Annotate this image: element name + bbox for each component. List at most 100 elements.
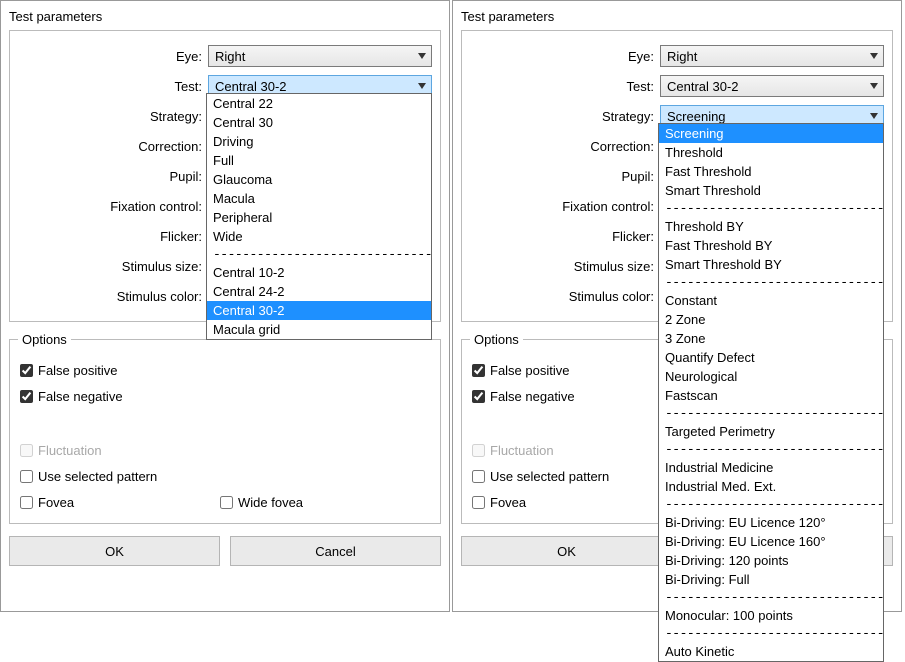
fluctuation-label: Fluctuation xyxy=(38,443,102,458)
eye-value: Right xyxy=(215,49,245,64)
wide-fovea-checkbox[interactable] xyxy=(220,496,233,509)
left-panel: Test parameters Eye: Right Test: Central… xyxy=(0,0,450,612)
dropdown-separator: ----------------------------------------… xyxy=(659,274,883,291)
false-positive-checkbox[interactable] xyxy=(472,364,485,377)
cancel-button[interactable]: Cancel xyxy=(230,536,441,566)
dropdown-option[interactable]: Macula grid xyxy=(207,320,431,339)
dropdown-option[interactable]: Auto Kinetic xyxy=(659,642,883,661)
test-label: Test: xyxy=(18,79,208,94)
eye-value: Right xyxy=(667,49,697,64)
correction-label: Correction: xyxy=(18,139,208,154)
fovea-checkbox[interactable] xyxy=(472,496,485,509)
stimsize-label: Stimulus size: xyxy=(18,259,208,274)
fovea-label: Fovea xyxy=(38,495,74,510)
fixation-label: Fixation control: xyxy=(470,199,660,214)
dropdown-option[interactable]: Industrial Medicine xyxy=(659,458,883,477)
flicker-label: Flicker: xyxy=(18,229,208,244)
dropdown-option[interactable]: Central 22 xyxy=(207,94,431,113)
false-positive-row[interactable]: False positive xyxy=(18,357,432,383)
false-negative-row[interactable]: False negative xyxy=(18,383,432,409)
dropdown-option[interactable]: Central 30 xyxy=(207,113,431,132)
test-value: Central 30-2 xyxy=(667,79,739,94)
false-negative-checkbox[interactable] xyxy=(20,390,33,403)
dropdown-option[interactable]: Full xyxy=(207,151,431,170)
dropdown-separator: ----------------------------------------… xyxy=(207,246,431,263)
false-negative-label: False negative xyxy=(490,389,575,404)
dropdown-option[interactable]: Peripheral xyxy=(207,208,431,227)
fluctuation-label: Fluctuation xyxy=(490,443,554,458)
dropdown-option[interactable]: Smart Threshold xyxy=(659,181,883,200)
dropdown-option[interactable]: Bi-Driving: EU Licence 120° xyxy=(659,513,883,532)
dropdown-option[interactable]: Threshold xyxy=(659,143,883,162)
panel-title: Test parameters xyxy=(9,7,441,26)
false-positive-label: False positive xyxy=(490,363,569,378)
dropdown-option[interactable]: Targeted Perimetry xyxy=(659,422,883,441)
false-negative-checkbox[interactable] xyxy=(472,390,485,403)
dropdown-option[interactable]: Industrial Med. Ext. xyxy=(659,477,883,496)
use-pattern-checkbox[interactable] xyxy=(20,470,33,483)
test-combo[interactable]: Central 30-2 xyxy=(660,75,884,97)
wide-fovea-row[interactable]: Wide fovea xyxy=(218,489,418,515)
panel-title: Test parameters xyxy=(461,7,893,26)
dropdown-option[interactable]: Driving xyxy=(207,132,431,151)
fluctuation-row: Fluctuation xyxy=(18,437,432,463)
ok-button[interactable]: OK xyxy=(9,536,220,566)
dropdown-option[interactable]: Bi-Driving: EU Licence 160° xyxy=(659,532,883,551)
dropdown-option[interactable]: 3 Zone xyxy=(659,329,883,348)
dropdown-option[interactable]: Fast Threshold xyxy=(659,162,883,181)
false-negative-label: False negative xyxy=(38,389,123,404)
dropdown-option[interactable]: 2 Zone xyxy=(659,310,883,329)
flicker-label: Flicker: xyxy=(470,229,660,244)
dropdown-option[interactable]: Quantify Defect xyxy=(659,348,883,367)
dropdown-separator: ----------------------------------------… xyxy=(659,496,883,513)
dropdown-option[interactable]: Fast Threshold BY xyxy=(659,236,883,255)
eye-combo[interactable]: Right xyxy=(208,45,432,67)
dropdown-option[interactable]: Central 30-2 xyxy=(207,301,431,320)
chevron-down-icon xyxy=(413,46,431,66)
dropdown-option[interactable]: Bi-Driving: 120 points xyxy=(659,551,883,570)
dropdown-option[interactable]: Threshold BY xyxy=(659,217,883,236)
options-legend: Options xyxy=(18,332,71,347)
stimcolor-label: Stimulus color: xyxy=(470,289,660,304)
dropdown-option[interactable]: Neurological xyxy=(659,367,883,386)
fluctuation-checkbox xyxy=(20,444,33,457)
strategy-dropdown[interactable]: ScreeningThresholdFast ThresholdSmart Th… xyxy=(658,123,884,662)
test-dropdown[interactable]: Central 22Central 30DrivingFullGlaucomaM… xyxy=(206,93,432,340)
dropdown-separator: ----------------------------------------… xyxy=(659,405,883,422)
dropdown-option[interactable]: Central 10-2 xyxy=(207,263,431,282)
correction-label: Correction: xyxy=(470,139,660,154)
chevron-down-icon xyxy=(865,46,883,66)
use-pattern-checkbox[interactable] xyxy=(472,470,485,483)
false-positive-label: False positive xyxy=(38,363,117,378)
dropdown-option[interactable]: Bi-Driving: Full xyxy=(659,570,883,589)
ok-button[interactable]: OK xyxy=(461,536,672,566)
fovea-row[interactable]: Fovea xyxy=(18,489,218,515)
strategy-value: Screening xyxy=(667,109,726,124)
use-pattern-row[interactable]: Use selected pattern xyxy=(18,463,432,489)
strategy-label: Strategy: xyxy=(470,109,660,124)
dropdown-option[interactable]: Screening xyxy=(659,124,883,143)
dropdown-option[interactable]: Glaucoma xyxy=(207,170,431,189)
fovea-checkbox[interactable] xyxy=(20,496,33,509)
strategy-label: Strategy: xyxy=(18,109,208,124)
eye-label: Eye: xyxy=(470,49,660,64)
dropdown-option[interactable]: Monocular: 100 points xyxy=(659,606,883,625)
dropdown-option[interactable]: Smart Threshold BY xyxy=(659,255,883,274)
options-fieldset: Options False positive False negative Fl… xyxy=(9,332,441,524)
eye-combo[interactable]: Right xyxy=(660,45,884,67)
dropdown-option[interactable]: Macula xyxy=(207,189,431,208)
dropdown-option[interactable]: Fastscan xyxy=(659,386,883,405)
fovea-row[interactable]: Fovea xyxy=(470,489,670,515)
test-value: Central 30-2 xyxy=(215,79,287,94)
wide-fovea-label: Wide fovea xyxy=(238,495,303,510)
dropdown-option[interactable]: Central 24-2 xyxy=(207,282,431,301)
dropdown-option[interactable]: Constant xyxy=(659,291,883,310)
test-label: Test: xyxy=(470,79,660,94)
pupil-label: Pupil: xyxy=(470,169,660,184)
use-pattern-label: Use selected pattern xyxy=(38,469,157,484)
dropdown-option[interactable]: Wide xyxy=(207,227,431,246)
false-positive-checkbox[interactable] xyxy=(20,364,33,377)
fovea-label: Fovea xyxy=(490,495,526,510)
dropdown-separator: ----------------------------------------… xyxy=(659,200,883,217)
dropdown-separator: ----------------------------------------… xyxy=(659,589,883,606)
